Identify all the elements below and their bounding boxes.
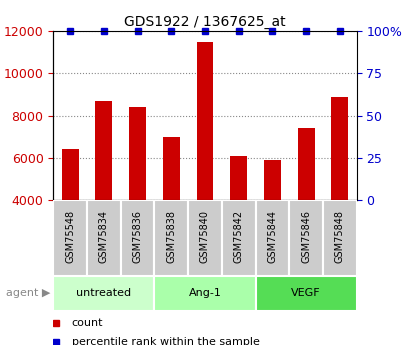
Bar <box>95 101 112 200</box>
Bar <box>330 97 347 200</box>
Bar <box>322 200 356 276</box>
Text: GSM75844: GSM75844 <box>267 210 277 263</box>
Bar <box>230 156 247 200</box>
Bar <box>154 200 188 276</box>
Text: agent ▶: agent ▶ <box>6 288 50 298</box>
Bar <box>221 200 255 276</box>
Bar <box>87 200 120 276</box>
Bar <box>129 107 146 200</box>
Text: percentile rank within the sample: percentile rank within the sample <box>71 337 259 345</box>
Bar <box>62 149 79 200</box>
Bar <box>289 200 322 276</box>
Text: GSM75836: GSM75836 <box>132 210 142 263</box>
Bar <box>263 160 280 200</box>
Bar <box>196 42 213 200</box>
Bar <box>154 276 255 310</box>
Bar <box>255 276 356 310</box>
Text: VEGF: VEGF <box>291 288 320 298</box>
Bar <box>255 200 289 276</box>
Bar <box>120 200 154 276</box>
Text: untreated: untreated <box>76 288 131 298</box>
Text: GSM75842: GSM75842 <box>233 210 243 263</box>
Bar <box>188 200 221 276</box>
Text: GSM75840: GSM75840 <box>200 210 209 263</box>
Text: GSM75846: GSM75846 <box>300 210 310 263</box>
Bar <box>53 200 87 276</box>
Bar <box>297 128 314 200</box>
Text: Ang-1: Ang-1 <box>188 288 221 298</box>
Bar <box>53 276 154 310</box>
Bar <box>162 137 179 200</box>
Text: GSM75848: GSM75848 <box>334 210 344 263</box>
Text: GSM75548: GSM75548 <box>65 210 75 263</box>
Text: GSM75834: GSM75834 <box>99 210 109 263</box>
Text: GSM75838: GSM75838 <box>166 210 176 263</box>
Text: count: count <box>71 318 103 327</box>
Title: GDS1922 / 1367625_at: GDS1922 / 1367625_at <box>124 14 285 29</box>
